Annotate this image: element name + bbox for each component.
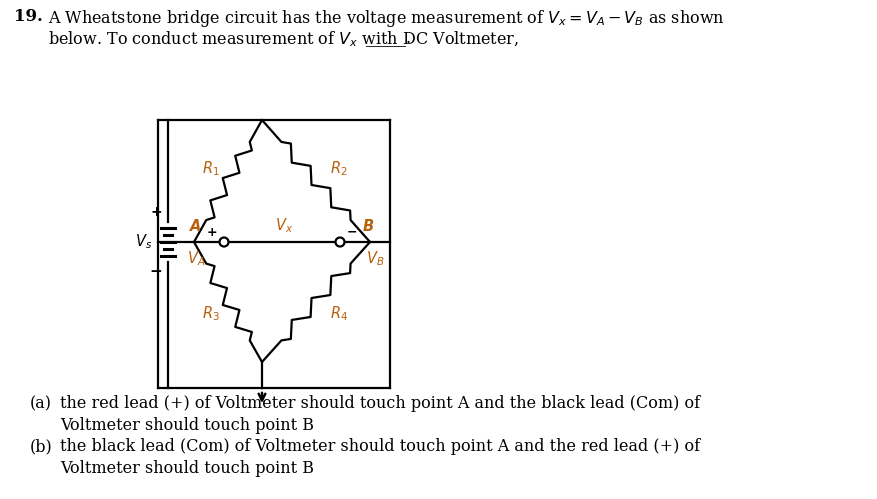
Text: $V_A$: $V_A$ [187, 250, 205, 268]
Text: $V_s$: $V_s$ [135, 233, 152, 251]
Text: below. To conduct measurement of $V_x$ with DC Voltmeter,: below. To conduct measurement of $V_x$ w… [48, 30, 518, 49]
Circle shape [335, 238, 344, 247]
Text: the black lead (Com) of Voltmeter should touch point A and the red lead (+) of: the black lead (Com) of Voltmeter should… [60, 438, 699, 455]
Text: +: + [150, 205, 161, 219]
Text: $R_3$: $R_3$ [202, 305, 220, 323]
Text: $V_x$: $V_x$ [275, 217, 293, 236]
Text: $R_1$: $R_1$ [202, 160, 220, 178]
Text: _____.: _____. [366, 30, 410, 47]
Text: A Wheatstone bridge circuit has the voltage measurement of $V_x = V_A - V_B$ as : A Wheatstone bridge circuit has the volt… [48, 8, 724, 29]
Text: Voltmeter should touch point B: Voltmeter should touch point B [60, 460, 314, 477]
Text: B: B [362, 219, 373, 234]
Text: Voltmeter should touch point B: Voltmeter should touch point B [60, 417, 314, 434]
Text: $R_4$: $R_4$ [330, 305, 347, 323]
Text: −: − [149, 264, 162, 279]
Text: A: A [190, 219, 202, 234]
Text: (b): (b) [30, 438, 53, 455]
Text: $R_2$: $R_2$ [330, 160, 347, 178]
Circle shape [219, 238, 228, 247]
Text: $V_B$: $V_B$ [366, 250, 384, 268]
Text: −: − [346, 226, 357, 239]
Text: the red lead (+) of Voltmeter should touch point A and the black lead (Com) of: the red lead (+) of Voltmeter should tou… [60, 395, 699, 412]
Text: 19.: 19. [14, 8, 43, 25]
Text: (a): (a) [30, 395, 52, 412]
Text: +: + [206, 226, 217, 239]
